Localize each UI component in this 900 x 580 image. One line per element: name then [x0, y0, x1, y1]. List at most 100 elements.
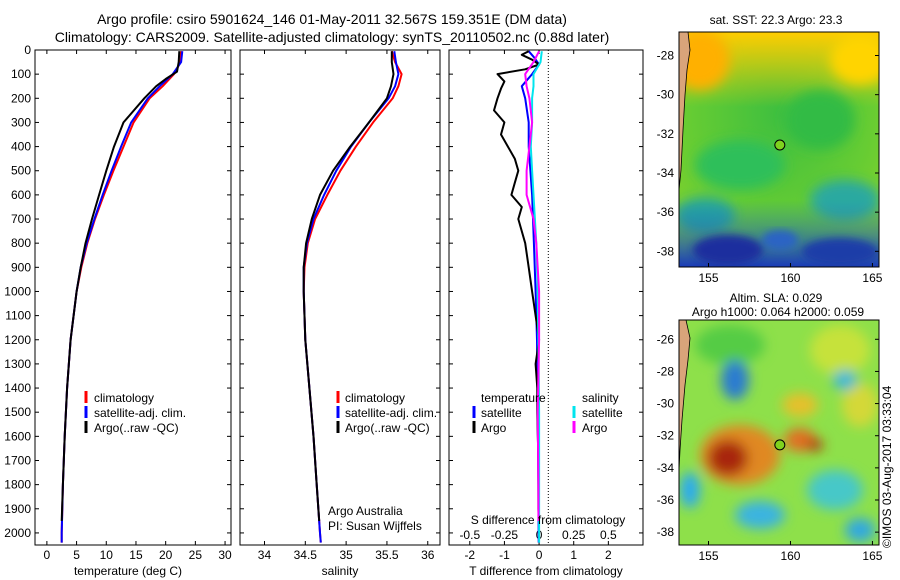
legend-label-satellite: satellite-adj. clim. [94, 406, 186, 420]
depth-tick-label: 1900 [4, 502, 31, 516]
lat-tick-label: -30 [657, 88, 675, 102]
lat-tick-label: -28 [657, 49, 675, 63]
timestamp: ©IMOS 03-Aug-2017 03:33:04 [880, 385, 894, 548]
difference-series [493, 50, 543, 543]
lat-tick-label: -38 [657, 525, 675, 539]
sst-map-frame [678, 31, 880, 268]
depth-tick-label: 100 [11, 67, 31, 81]
x-tick-label: 25 [189, 548, 203, 562]
profile-location-marker [774, 439, 786, 451]
sla-map-frame [678, 319, 880, 546]
profile-location-marker [774, 139, 786, 151]
x-tick-label: 5 [73, 548, 80, 562]
coastline [679, 32, 691, 191]
lon-tick-label: 165 [862, 549, 882, 563]
legend-label-satellite: satellite-adj. clim. [345, 406, 437, 420]
credit-line1: Argo Australia [328, 504, 403, 518]
sst-map-axes: 155 160 165 -28 -30 -32 -34 -36 -38 [657, 49, 883, 286]
depth-tick-label: 200 [11, 91, 31, 105]
temperature-axis-label: temperature (deg C) [74, 564, 182, 578]
depth-tick-label: 2000 [4, 526, 31, 540]
series-line-argo-raw-qc- [302, 51, 395, 521]
lat-tick-label: -34 [657, 166, 675, 180]
sla-map-axes: 155 160 165 -26 -28 -30 -32 -34 -36 -38 [657, 332, 883, 563]
lat-tick-label: -32 [657, 127, 675, 141]
legend-title-temperature: temperature [481, 391, 546, 405]
lon-tick-label: 155 [698, 549, 718, 563]
t-difference-axis: -2 -1 0 1 2 [464, 50, 612, 562]
series-line-argo-raw-qc- [60, 51, 181, 521]
depth-tick-label: 1400 [4, 381, 31, 395]
legend-label-s-satellite: satellite [582, 406, 623, 420]
sst-heatmap [679, 32, 879, 267]
salinity-depth-ticks [240, 49, 440, 534]
t-difference-label: T difference from climatology [469, 564, 623, 578]
temperature-legend: climatology satellite-adj. clim. Argo(..… [84, 391, 186, 435]
figure-title-line1: Argo profile: csiro 5901624_146 01-May-2… [97, 11, 567, 27]
salinity-plot-frame [239, 49, 441, 546]
x-tick-label: 1 [570, 548, 577, 562]
s-difference-label: S difference from climatology [471, 513, 626, 527]
depth-tick-label: 800 [11, 236, 31, 250]
legend-label-t-argo: Argo [481, 421, 507, 435]
depth-axis: 0 100 200 300 400 500 600 700 800 900 1000 1100 1200… [4, 43, 231, 540]
depth-tick-label: 1200 [4, 333, 31, 347]
series-line-salinity-argo [524, 50, 541, 521]
figure-title-line2: Climatology: CARS2009. Satellite-adjuste… [55, 29, 610, 45]
difference-legend: temperature salinity satellite Argo sate… [472, 391, 623, 435]
s-tick-label: -0.5 [459, 528, 480, 542]
depth-tick-label: 300 [11, 115, 31, 129]
x-tick-label: 34 [258, 548, 272, 562]
x-tick-label: 2 [605, 548, 612, 562]
lon-tick-label: 165 [862, 271, 882, 285]
salinity-axis-label: salinity [322, 564, 359, 578]
s-tick-label: -0.25 [491, 528, 519, 542]
depth-tick-label: 1700 [4, 453, 31, 467]
x-tick-label: 20 [159, 548, 173, 562]
temperature-panel: 0100200300400500600700800900100011001200… [4, 43, 232, 578]
lon-tick-label: 160 [780, 549, 800, 563]
lat-tick-label: -38 [657, 244, 675, 258]
x-tick-label: 36 [421, 548, 435, 562]
sla-map-panel: Altim. SLA: 0.029 Argo h1000: 0.064 h200… [657, 291, 883, 563]
lat-tick-label: -28 [657, 364, 675, 378]
lat-tick-label: -36 [657, 205, 675, 219]
x-tick-label: 34.5 [294, 548, 318, 562]
sla-heatmap [679, 320, 879, 545]
depth-tick-label: 500 [11, 164, 31, 178]
lat-tick-label: -26 [657, 332, 675, 346]
x-tick-label: 35 [339, 548, 353, 562]
sst-map-title: sat. SST: 22.3 Argo: 23.3 [710, 13, 843, 27]
salinity-panel: 34 34.5 35 35.5 36 salinity climatology sate… [239, 49, 441, 578]
s-tick-label: 0.25 [562, 528, 586, 542]
x-tick-label: -2 [464, 548, 475, 562]
legend-label-argo: Argo(..raw -QC) [345, 421, 430, 435]
s-tick-label: 0.5 [600, 528, 617, 542]
lat-tick-label: -30 [657, 397, 675, 411]
depth-tick-label: 1600 [4, 429, 31, 443]
legend-label-s-argo: Argo [582, 421, 608, 435]
temperature-plot-frame [34, 49, 232, 546]
sla-map-title-line1: Altim. SLA: 0.029 [730, 291, 823, 305]
x-tick-label: 0 [44, 548, 51, 562]
legend-label-climatology: climatology [94, 391, 154, 405]
legend-label-t-satellite: satellite [481, 406, 522, 420]
difference-plot-frame [448, 49, 644, 546]
depth-tick-label: 1500 [4, 405, 31, 419]
x-tick-label: 30 [218, 548, 232, 562]
x-tick-label: -1 [499, 548, 510, 562]
legend-label-climatology: climatology [345, 391, 405, 405]
temperature-series [60, 51, 184, 543]
depth-tick-label: 1800 [4, 478, 31, 492]
salinity-axis: 34 34.5 35 35.5 36 [258, 50, 435, 562]
temperature-axis: 0 5 10 15 20 25 30 [44, 50, 232, 562]
difference-depth-ticks [449, 49, 643, 534]
depth-tick-label: 1000 [4, 284, 31, 298]
salinity-legend: climatology satellite-adj. clim. Argo(..… [336, 391, 437, 435]
sst-map-panel: sat. SST: 22.3 Argo: 23.3 155 160 165 -28 [657, 13, 883, 286]
x-tick-label: 10 [100, 548, 114, 562]
depth-tick-label: 700 [11, 212, 31, 226]
sla-map-title-line2: Argo h1000: 0.064 h2000: 0.059 [692, 305, 864, 319]
depth-tick-label: 900 [11, 260, 31, 274]
